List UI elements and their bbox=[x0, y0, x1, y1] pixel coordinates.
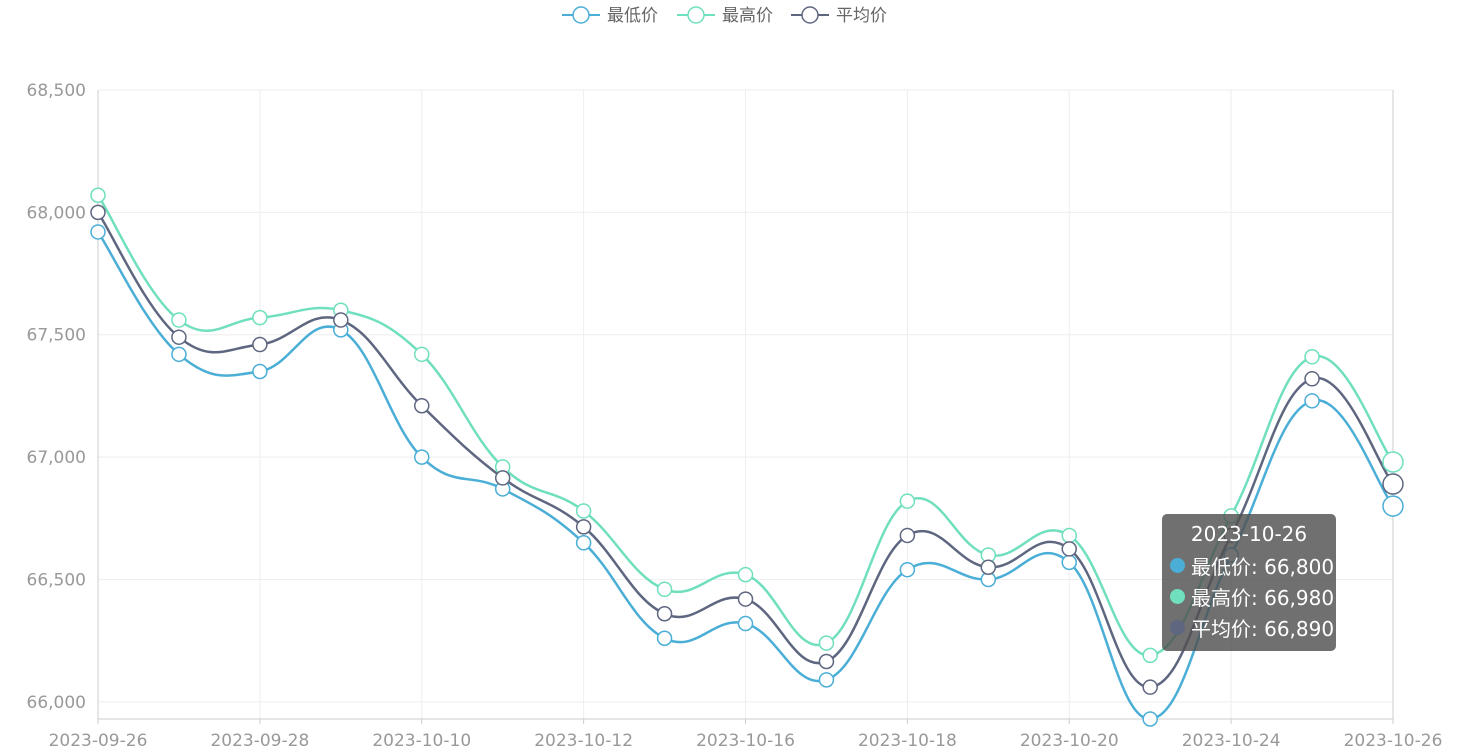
low-price-point[interactable] bbox=[414, 449, 430, 465]
avg-price-point[interactable] bbox=[414, 397, 430, 414]
avg-price-point[interactable] bbox=[656, 606, 673, 622]
avg-price-point[interactable] bbox=[90, 204, 106, 221]
low-price-point[interactable] bbox=[171, 346, 187, 363]
tooltip-avg-text: 平均价: 66,890 bbox=[1191, 617, 1335, 641]
avg-price-point[interactable] bbox=[899, 527, 916, 544]
high-price-point[interactable] bbox=[1142, 647, 1158, 664]
avg-price-point[interactable] bbox=[1382, 473, 1404, 495]
y-tick-label: 66,000 bbox=[27, 693, 86, 713]
low-price-point[interactable] bbox=[899, 561, 916, 578]
avg-price-point[interactable] bbox=[333, 312, 349, 328]
low-price-point[interactable] bbox=[818, 672, 835, 688]
high-price-point[interactable] bbox=[171, 312, 187, 328]
tooltip-title: 2023-10-26 bbox=[1190, 522, 1308, 546]
high-price-point[interactable] bbox=[899, 493, 916, 509]
x-tick-label: 2023-10-20 bbox=[1020, 731, 1119, 751]
chart-series bbox=[90, 187, 1404, 727]
avg-price-point[interactable] bbox=[1304, 371, 1320, 387]
y-tick-label: 68,500 bbox=[27, 81, 86, 101]
legend-marker-icon bbox=[687, 6, 705, 24]
x-tick-label: 2023-10-18 bbox=[858, 731, 957, 751]
high-price-point[interactable] bbox=[414, 346, 430, 363]
high-price-point[interactable] bbox=[656, 581, 673, 598]
legend-item-low-price[interactable]: 最低价 bbox=[607, 6, 658, 26]
chart-axes: 66,000 66,500 67,000 67,500 68,000 68,500 2023… bbox=[27, 81, 1443, 751]
tooltip-low-text: 最低价: 66,800 bbox=[1191, 555, 1335, 579]
avg-series-dot-icon bbox=[1170, 620, 1185, 635]
low-price-point[interactable] bbox=[1061, 554, 1077, 571]
high-series-dot-icon bbox=[1170, 589, 1185, 604]
high-price-point[interactable] bbox=[575, 503, 592, 519]
x-tick-label: 2023-09-28 bbox=[210, 731, 309, 751]
tooltip-high-text: 最高价: 66,980 bbox=[1191, 586, 1335, 610]
legend-item-avg-price[interactable]: 平均价 bbox=[836, 6, 887, 26]
low-price-point[interactable] bbox=[252, 363, 268, 380]
high-price-point[interactable] bbox=[1061, 527, 1077, 544]
high-price-point[interactable] bbox=[737, 566, 754, 583]
x-tick-label: 2023-10-10 bbox=[372, 731, 471, 751]
avg-price-point[interactable] bbox=[818, 653, 835, 670]
low-price-point[interactable] bbox=[656, 630, 673, 646]
y-tick-label: 68,000 bbox=[27, 203, 86, 223]
legend-marker-icon bbox=[572, 6, 590, 24]
low-price-point[interactable] bbox=[1142, 711, 1158, 727]
avg-price-point[interactable] bbox=[171, 329, 187, 345]
low-price-point[interactable] bbox=[90, 224, 106, 240]
avg-price-point[interactable] bbox=[252, 336, 268, 353]
x-tick-label: 2023-09-26 bbox=[49, 731, 148, 751]
avg-price-point[interactable] bbox=[1061, 541, 1077, 557]
avg-price-point[interactable] bbox=[494, 470, 511, 486]
avg-price-point[interactable] bbox=[575, 519, 592, 535]
low-price-point[interactable] bbox=[1382, 495, 1404, 517]
x-tick-label: 2023-10-26 bbox=[1344, 731, 1443, 751]
legend-marker-icon bbox=[801, 6, 819, 24]
avg-price-point[interactable] bbox=[1142, 679, 1158, 695]
chart-legend[interactable]: 最低价 最高价 平均价 bbox=[562, 6, 887, 26]
high-price-point[interactable] bbox=[90, 187, 106, 203]
x-tick-label: 2023-10-24 bbox=[1182, 731, 1281, 751]
high-price-point[interactable] bbox=[1382, 451, 1404, 473]
tooltip-row-high: 最高价: 66,980 bbox=[1170, 581, 1334, 612]
avg-price-point[interactable] bbox=[980, 559, 997, 576]
y-tick-label: 67,500 bbox=[27, 326, 86, 346]
avg-price-point[interactable] bbox=[737, 591, 754, 607]
low-price-point[interactable] bbox=[575, 535, 592, 551]
chart-tooltip: 2023-10-26 最低价: 66,800 最高价: 66,980 平均价: … bbox=[1162, 514, 1336, 651]
low-series-dot-icon bbox=[1170, 558, 1185, 573]
tooltip-row-avg: 平均价: 66,890 bbox=[1170, 612, 1334, 643]
high-price-point[interactable] bbox=[1304, 349, 1320, 365]
high-price-point[interactable] bbox=[818, 635, 835, 651]
x-tick-label: 2023-10-12 bbox=[534, 731, 633, 751]
legend-item-high-price[interactable]: 最高价 bbox=[722, 6, 773, 26]
x-tick-label: 2023-10-16 bbox=[696, 731, 795, 751]
y-tick-label: 67,000 bbox=[27, 448, 86, 468]
low-price-point[interactable] bbox=[1304, 393, 1320, 409]
tooltip-row-low: 最低价: 66,800 bbox=[1170, 550, 1334, 581]
y-tick-label: 66,500 bbox=[27, 570, 86, 590]
low-price-point[interactable] bbox=[737, 615, 754, 632]
high-price-point[interactable] bbox=[252, 309, 268, 326]
